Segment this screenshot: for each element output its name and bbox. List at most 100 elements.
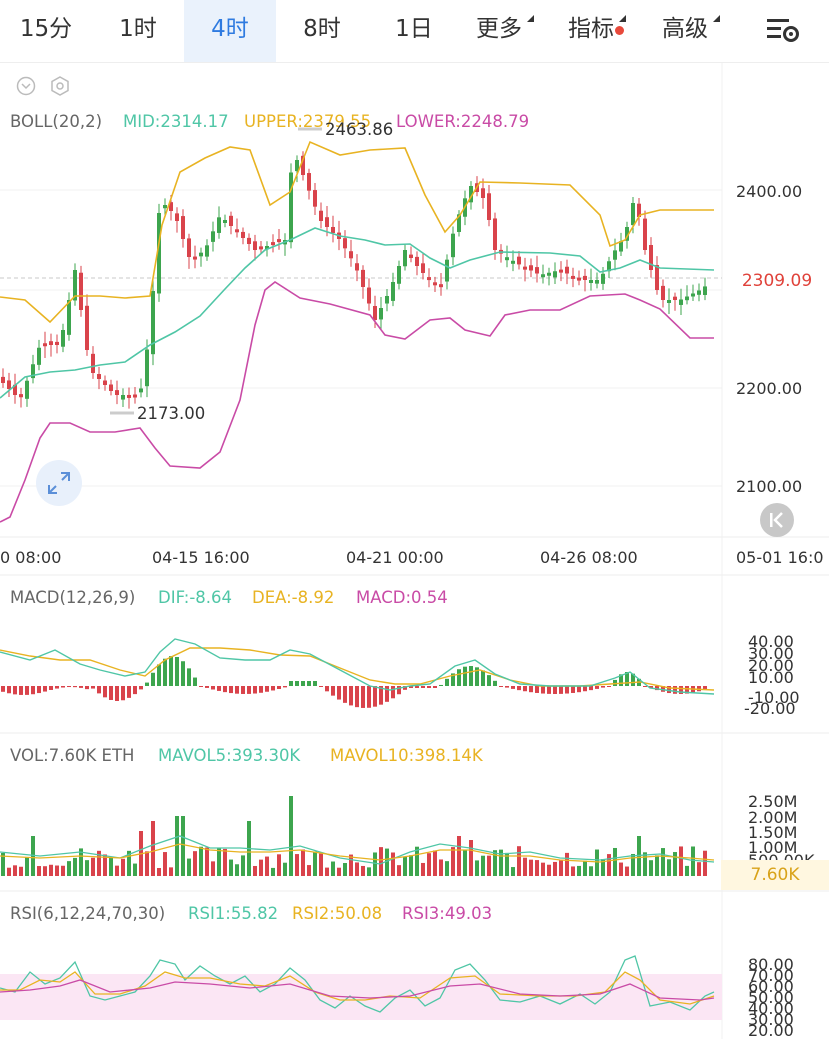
candle-body xyxy=(79,272,83,310)
macd-dea-line xyxy=(0,647,715,691)
low-price-marker: 2173.00 xyxy=(137,404,205,423)
macd-bar xyxy=(565,686,569,694)
tab-indicators[interactable]: 指标 xyxy=(552,0,630,62)
scroll-to-latest-button[interactable] xyxy=(760,503,794,537)
rsi-label: RSI(6,12,24,70,30) xyxy=(10,904,165,923)
macd-bar xyxy=(217,686,221,691)
candle-body xyxy=(355,263,359,271)
candle-body xyxy=(325,217,329,227)
candle-body xyxy=(235,229,239,233)
macd-bar xyxy=(163,658,167,686)
volume-bar xyxy=(307,865,311,876)
rsi-tick-70: 70.00 xyxy=(748,966,794,985)
candle-body xyxy=(397,266,401,284)
candle-body xyxy=(7,380,11,389)
volume-bar xyxy=(613,847,617,876)
macd-bar xyxy=(625,672,629,686)
boll-mid-line xyxy=(0,227,715,399)
volume-bar xyxy=(55,865,59,876)
tab-more[interactable]: 更多 xyxy=(460,0,538,62)
chart-canvas[interactable]: BOLL(20,2) MID:2314.17 UPPER:2379.55 LOW… xyxy=(0,63,829,1039)
rsi-tick-50: 50.00 xyxy=(748,988,794,1007)
candle-body xyxy=(529,265,533,271)
macd-bar xyxy=(223,686,227,693)
tab-15m[interactable]: 15分 xyxy=(0,0,92,62)
candle-body xyxy=(703,286,707,295)
candle-body xyxy=(223,220,227,223)
candle-body xyxy=(217,217,221,233)
candle-body xyxy=(331,226,335,233)
candle-body xyxy=(415,256,419,266)
mavol5-line xyxy=(0,835,715,865)
volume-bar xyxy=(403,856,407,876)
volume-bar xyxy=(211,861,215,876)
candle-body xyxy=(319,210,323,221)
candle-body xyxy=(619,241,623,252)
candle-body xyxy=(277,239,281,243)
volume-bar xyxy=(655,855,659,876)
volume-bar xyxy=(229,859,233,876)
volume-bar xyxy=(91,857,95,876)
volume-bar xyxy=(199,846,203,876)
candle-body xyxy=(25,380,29,399)
collapse-icon[interactable] xyxy=(16,76,36,96)
volume-bar xyxy=(145,851,149,876)
volume-bar xyxy=(31,836,35,876)
volume-bar xyxy=(475,860,479,876)
candle-body xyxy=(175,213,179,221)
tab-1h[interactable]: 1时 xyxy=(92,0,184,62)
gear-icon[interactable] xyxy=(51,76,69,96)
candle-body xyxy=(55,341,59,345)
macd-bar xyxy=(619,674,623,686)
candle-body xyxy=(91,353,95,373)
macd-bar xyxy=(379,686,383,705)
macd-bar xyxy=(139,686,143,690)
rsi-tick-60: 60.00 xyxy=(748,977,794,996)
candle-body xyxy=(685,296,689,301)
macd-bar xyxy=(331,686,335,696)
macd-bar xyxy=(37,686,41,694)
volume-bar xyxy=(283,862,287,876)
volume-bar xyxy=(661,848,665,876)
fullscreen-button[interactable] xyxy=(36,460,82,506)
candle-body xyxy=(445,259,449,282)
rsi-tick-80: 80.00 xyxy=(748,955,794,974)
volume-bar xyxy=(151,821,155,876)
candle-body xyxy=(469,186,473,203)
macd-tick-neg10: -10.00 xyxy=(748,688,800,707)
macd-bar xyxy=(463,666,467,686)
macd-bar xyxy=(253,686,257,694)
macd-bar xyxy=(55,686,59,689)
tab-advanced[interactable]: 高级 xyxy=(644,0,726,62)
candle-body xyxy=(109,384,113,391)
candle-body xyxy=(595,280,599,284)
volume-bar xyxy=(433,850,437,876)
macd-dif-line xyxy=(0,638,715,695)
candle-body xyxy=(307,173,311,191)
candle-body xyxy=(391,282,395,301)
macd-tick-20: 20.00 xyxy=(748,656,794,675)
macd-bar xyxy=(607,686,611,687)
macd-bar xyxy=(373,686,377,707)
tab-1d[interactable]: 1日 xyxy=(368,0,460,62)
chart-settings-icon[interactable] xyxy=(765,14,801,44)
volume-bar xyxy=(163,852,167,876)
volume-bar xyxy=(217,848,221,876)
tab-8h[interactable]: 8时 xyxy=(276,0,368,62)
volume-bar xyxy=(439,859,443,876)
candle-body xyxy=(187,238,191,257)
tab-15m-label: 15分 xyxy=(19,16,73,42)
macd-tick-neg20: -20.00 xyxy=(744,699,796,718)
candle-body xyxy=(409,254,413,258)
x-tick-2: 04-21 00:00 xyxy=(346,548,444,567)
rsi1-label: RSI1:55.82 xyxy=(188,904,278,923)
tab-4h[interactable]: 4时 xyxy=(184,0,276,62)
vol-mavol5-label: MAVOL5:393.30K xyxy=(158,746,301,765)
macd-bar xyxy=(367,686,371,708)
macd-bar xyxy=(361,686,365,708)
macd-bar xyxy=(655,686,659,691)
volume-bar xyxy=(205,847,209,876)
macd-bar xyxy=(259,686,263,693)
macd-bar xyxy=(643,686,647,687)
volume-bar xyxy=(559,860,563,876)
